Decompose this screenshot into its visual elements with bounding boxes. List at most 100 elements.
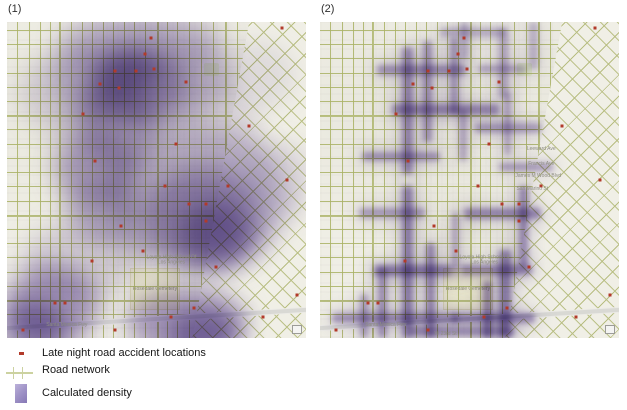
- legend-label-calculated-density: Calculated density: [42, 387, 132, 399]
- accident-location-dot: [117, 86, 121, 90]
- road-line: [29, 22, 31, 338]
- density-segment: [499, 162, 554, 172]
- accident-location-dot: [169, 315, 173, 319]
- accident-dot-icon: [19, 352, 24, 355]
- accident-location-dot: [593, 26, 597, 30]
- road-line: [342, 22, 344, 338]
- attribution-icon: [292, 325, 302, 334]
- road-line: [17, 22, 19, 338]
- accident-location-dot: [184, 80, 188, 84]
- accident-location-dot: [81, 112, 85, 116]
- density-segment: [460, 265, 533, 275]
- accident-location-dot: [149, 36, 153, 40]
- density-segment: [378, 268, 387, 338]
- legend-label-accident-locations: Late night road accident locations: [42, 347, 206, 359]
- accident-location-dot: [539, 184, 543, 188]
- density-segment: [426, 243, 436, 338]
- accident-location-dot: [152, 67, 155, 71]
- road-line: [490, 22, 492, 338]
- map-label: Loyola High School Of Los Angeles: [459, 253, 510, 266]
- road-network-icon: [6, 367, 33, 379]
- road-line: [39, 22, 41, 338]
- accident-location-dot: [334, 328, 338, 332]
- road-line: [394, 22, 396, 338]
- accident-location-dot: [505, 306, 509, 310]
- accident-location-dot: [214, 265, 218, 269]
- panel-1-label: (1): [8, 3, 22, 15]
- map-label: W 23rd St: [434, 330, 457, 337]
- accident-location-dot: [119, 224, 123, 228]
- accident-location-dot: [426, 328, 430, 332]
- density-segment: [373, 265, 452, 277]
- panel-2-label: (2): [321, 3, 335, 15]
- road-line: [502, 22, 504, 338]
- accident-location-dot: [517, 202, 521, 206]
- map-label: Francis Ave: [528, 160, 555, 167]
- accident-location-dot: [376, 301, 380, 305]
- accident-location-dot: [476, 184, 480, 188]
- accident-location-dot: [187, 202, 191, 206]
- density-segment: [475, 123, 542, 133]
- density-blob: [48, 59, 265, 250]
- road-line: [426, 22, 428, 338]
- road-line: [405, 22, 407, 338]
- accident-location-dot: [454, 249, 458, 253]
- accident-location-dot: [261, 315, 265, 319]
- density-segment: [451, 312, 536, 323]
- map-panel-kernel-density: Rosedale Cemetery Loyola High School Of L…: [7, 22, 306, 338]
- legend-label-road-network: Road network: [42, 364, 110, 376]
- legend: Late night road accident locations Road …: [0, 340, 300, 410]
- accident-location-dot: [204, 202, 208, 206]
- road-line: [514, 22, 516, 338]
- density-segment: [358, 208, 425, 218]
- accident-location-dot: [432, 224, 436, 228]
- map-label: Loyola High School Of Los Angeles: [146, 253, 197, 266]
- accident-location-dot: [608, 293, 612, 297]
- accident-location-dot: [21, 328, 25, 332]
- density-segment: [409, 326, 515, 337]
- density-segment: [499, 249, 512, 338]
- density-segment: [439, 28, 506, 38]
- density-segment: [518, 186, 528, 269]
- road-line: [526, 22, 528, 338]
- density-swatch-icon: [15, 384, 27, 403]
- accident-location-dot: [487, 142, 491, 146]
- accident-location-dot: [406, 159, 410, 163]
- accident-location-dot: [462, 36, 466, 40]
- accident-location-dot: [482, 315, 486, 319]
- density-segment: [459, 110, 467, 162]
- road-line: [447, 22, 449, 338]
- accident-location-dot: [295, 293, 299, 297]
- accident-location-dot: [497, 80, 501, 84]
- accident-location-dot: [447, 69, 451, 73]
- map-label: Santa Monica Fwy: [46, 322, 88, 329]
- road-line: [479, 22, 481, 338]
- accident-location-dot: [226, 184, 230, 188]
- road-line: [436, 22, 438, 338]
- accident-location-dot: [394, 112, 398, 116]
- accident-location-dot: [411, 82, 415, 86]
- accident-location-dot: [141, 249, 145, 253]
- major-road-line: [320, 300, 619, 303]
- road-line: [352, 22, 354, 338]
- road-line: [50, 22, 52, 338]
- density-segment: [376, 64, 467, 75]
- road-line: [363, 22, 365, 338]
- accident-location-dot: [500, 202, 504, 206]
- road-line: [330, 22, 332, 338]
- road-line: [457, 22, 459, 338]
- major-road-line: [372, 22, 375, 338]
- accident-location-dot: [204, 219, 208, 223]
- major-road-line: [469, 22, 472, 338]
- accident-location-dot: [366, 301, 370, 305]
- attribution-icon: [605, 325, 615, 334]
- density-segment: [331, 312, 458, 323]
- map-label: Santa Monica Fwy: [365, 322, 407, 329]
- legend-item-calculated-density: Calculated density: [0, 381, 300, 405]
- legend-item-accident-locations: Late night road accident locations: [0, 346, 300, 364]
- density-segment: [361, 151, 440, 162]
- density-blob: [21, 221, 142, 297]
- accident-location-dot: [63, 301, 67, 305]
- accident-location-dot: [143, 52, 147, 56]
